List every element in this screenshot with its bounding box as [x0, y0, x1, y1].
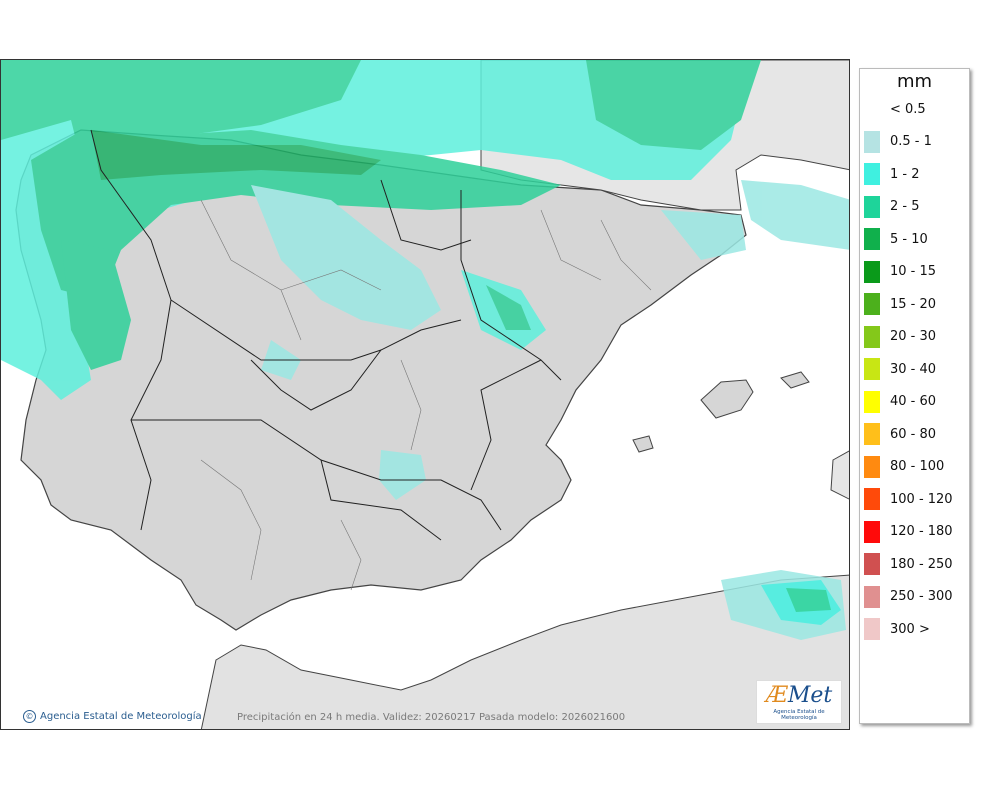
legend-entry: 80 - 100 [864, 455, 944, 479]
legend-entry: 5 - 10 [864, 227, 928, 251]
legend-swatch [864, 98, 880, 120]
legend-entry: 2 - 5 [864, 195, 920, 219]
sardinia-land [830, 450, 849, 500]
legend-entry: 60 - 80 [864, 422, 936, 446]
legend-label: 300 > [890, 621, 930, 637]
legend-swatch [864, 293, 880, 315]
legend-label: 1 - 2 [890, 166, 920, 182]
legend-entry: 40 - 60 [864, 390, 936, 414]
regional-borders [90, 129, 562, 541]
legend-label: 0.5 - 1 [890, 134, 932, 149]
legend-entry: < 0.5 [864, 97, 926, 121]
legend-entry: 1 - 2 [864, 162, 920, 186]
legend-label: < 0.5 [890, 101, 926, 117]
legend-entry: 100 - 120 [864, 487, 953, 511]
legend-swatch [864, 195, 880, 218]
precipitation-map: © Agencia Estatal de Meteorología Precip… [0, 59, 850, 730]
legend-swatch [864, 228, 880, 250]
legend-entry: 20 - 30 [864, 325, 936, 349]
legend-swatch [864, 455, 880, 478]
province-borders [200, 199, 652, 591]
legend-unit: mm [896, 71, 933, 92]
legend-label: 30 - 40 [890, 361, 937, 377]
legend-entry: 180 - 250 [864, 552, 953, 576]
legend-swatch [864, 520, 880, 543]
legend-swatch [864, 618, 880, 640]
legend-entry: 250 - 300 [864, 585, 953, 609]
legend-swatch [864, 260, 880, 283]
legend-swatch [864, 325, 880, 348]
legend-swatch [864, 423, 880, 445]
legend-label: 2 - 5 [890, 199, 920, 214]
map-caption: Precipitación en 24 h media. Validez: 20… [237, 712, 626, 723]
legend-label: 60 - 80 [890, 426, 937, 442]
legend-label: 80 - 100 [890, 459, 945, 474]
legend-label: 10 - 15 [890, 264, 937, 279]
legend-entry: 30 - 40 [864, 357, 936, 381]
logo-text: Met [787, 683, 833, 708]
north-africa-land [200, 574, 849, 729]
copyright-icon: © [23, 710, 36, 723]
legend-swatch [864, 585, 880, 608]
legend-label: 180 - 250 [890, 556, 953, 572]
agency-credit-text: Agencia Estatal de Meteorología [40, 711, 202, 722]
legend-label: 120 - 180 [890, 524, 953, 539]
legend-swatch [864, 390, 880, 413]
legend-swatch [864, 163, 880, 185]
legend-label: 5 - 10 [890, 231, 928, 247]
mallorca-island [700, 379, 754, 419]
legend-label: 20 - 30 [890, 329, 937, 344]
aemet-logo: ÆMet Agencia Estatal de Meteorología [756, 680, 842, 724]
legend-entry: 0.5 - 1 [864, 130, 932, 154]
aemet-logo-mark: ÆMet [757, 683, 841, 709]
legend-label: 15 - 20 [890, 296, 937, 312]
iberian-peninsula-land [15, 129, 747, 631]
legend-swatch [864, 130, 880, 153]
legend-entry: 15 - 20 [864, 292, 936, 316]
legend-swatch [864, 488, 880, 510]
ibiza-island [632, 435, 654, 453]
logo-prefix: Æ [765, 683, 788, 708]
legend-swatch [864, 553, 880, 575]
legend-label: 100 - 120 [890, 491, 953, 507]
menorca-island [780, 371, 810, 389]
legend-entry: 300 > [864, 617, 930, 641]
precipitation-overlay [1, 60, 849, 640]
agency-credit: © Agencia Estatal de Meteorología [23, 710, 202, 723]
legend-label: 250 - 300 [890, 589, 953, 604]
legend-entry: 10 - 15 [864, 260, 936, 284]
precipitation-legend: mm < 0.5 0.5 - 1 1 - 2 2 - 5 5 - 10 10 - 15 15… [859, 68, 970, 724]
legend-label: 40 - 60 [890, 394, 937, 409]
legend-entry: 120 - 180 [864, 520, 953, 544]
map-canvas [1, 60, 849, 729]
logo-subtitle: Agencia Estatal de Meteorología [773, 709, 825, 721]
legend-swatch [864, 358, 880, 380]
